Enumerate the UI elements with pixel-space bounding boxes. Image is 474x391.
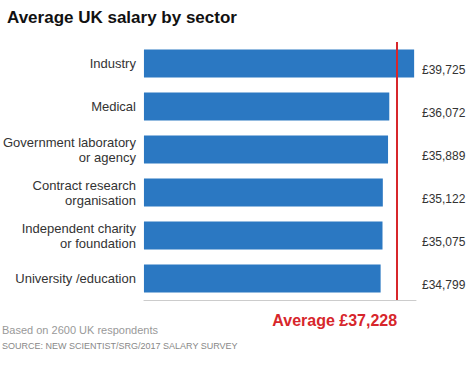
svg-text:£34,799: £34,799	[422, 278, 466, 292]
svg-text:Based on 2600 UK respondents: Based on 2600 UK respondents	[2, 324, 158, 336]
svg-text:organisation: organisation	[65, 193, 136, 208]
svg-text:£39,725: £39,725	[422, 63, 466, 77]
svg-text:£35,889: £35,889	[422, 149, 466, 163]
svg-text:Average £37,228: Average £37,228	[272, 312, 397, 329]
svg-text:£35,122: £35,122	[422, 192, 466, 206]
svg-text:£36,072: £36,072	[422, 106, 466, 120]
svg-text:SOURCE: NEW SCIENTIST/SRG/2017: SOURCE: NEW SCIENTIST/SRG/2017 SALARY SU…	[2, 341, 238, 351]
svg-text:Industry: Industry	[90, 56, 137, 71]
svg-text:University /education: University /education	[15, 271, 136, 286]
svg-text:£35,075: £35,075	[422, 235, 466, 249]
svg-text:Medical: Medical	[91, 99, 136, 114]
svg-text:Government laboratory: Government laboratory	[3, 135, 136, 150]
svg-text:or agency: or agency	[79, 150, 137, 165]
svg-text:Contract research: Contract research	[33, 178, 136, 193]
svg-text:Independent charity: Independent charity	[22, 221, 137, 236]
svg-text:Average UK salary by sector: Average UK salary by sector	[7, 8, 237, 27]
svg-text:or foundation: or foundation	[60, 236, 136, 251]
